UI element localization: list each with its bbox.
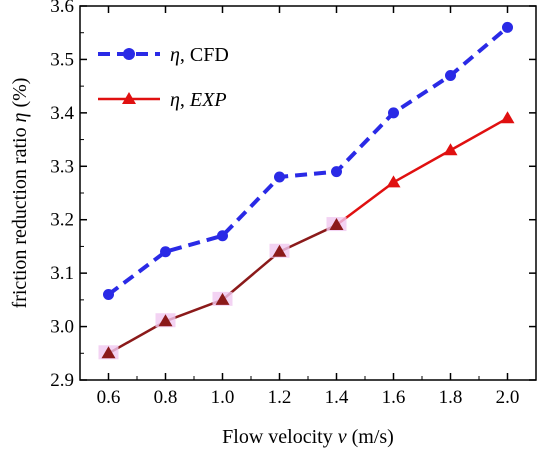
legend: η, CFD η, EXP	[98, 44, 229, 111]
data-point-cfd	[160, 246, 171, 258]
x-tick-label: 1.8	[439, 387, 463, 408]
y-tick-label: 3.3	[50, 156, 74, 177]
x-axis-variable: v	[338, 426, 347, 448]
plot-area: 0.6 0.8 1.0 1.2 1.4 1.6 1.8 2.0 2.9 3.0 3.1 3.2 3.3…	[50, 0, 537, 408]
legend-label-cfd: η, CFD	[170, 44, 229, 66]
y-axis-unit: (%)	[9, 78, 31, 113]
legend-marker-cfd	[123, 48, 135, 60]
series-segment-exp	[221, 250, 281, 301]
data-point-cfd	[331, 166, 342, 178]
legend-tag-cfd: CFD	[190, 44, 229, 66]
y-axis-title-text: friction reduction ratio	[9, 122, 31, 308]
y-axis: 2.9 3.0 3.1 3.2 3.3 3.4 3.5 3.6	[50, 0, 536, 391]
y-tick-label: 3.1	[50, 263, 74, 284]
x-axis-title: Flow velocity v (m/s)	[222, 426, 394, 448]
data-point-exp	[101, 346, 116, 359]
x-tick-label: 1.6	[382, 387, 406, 408]
x-tick-label: 1.2	[268, 387, 292, 408]
data-point-cfd	[103, 289, 114, 301]
y-tick-label: 3.5	[50, 49, 74, 70]
data-point-exp	[215, 292, 230, 305]
y-tick-label: 3.0	[50, 317, 74, 338]
legend-symbol-exp: η	[170, 89, 180, 111]
legend-symbol-cfd: η	[170, 44, 180, 66]
data-point-exp	[158, 314, 173, 327]
data-point-cfd	[502, 21, 513, 33]
legend-label-exp: η, EXP	[170, 89, 227, 111]
series-layer	[98, 21, 515, 360]
series-line-cfd	[107, 25, 509, 297]
x-axis-title-text: Flow velocity	[222, 426, 338, 448]
y-tick-label: 3.4	[50, 103, 74, 124]
data-point-cfd	[217, 230, 228, 242]
legend-entry-exp: η, EXP	[98, 89, 227, 111]
series-segment-exp	[449, 117, 509, 152]
x-tick-label: 1.0	[211, 387, 235, 408]
y-axis-variable: η	[9, 112, 31, 122]
data-point-exp	[329, 218, 344, 231]
data-point-cfd	[388, 107, 399, 119]
data-point-exp	[500, 111, 515, 124]
y-tick-label: 3.6	[50, 0, 74, 17]
y-tick-label: 3.2	[50, 210, 74, 231]
x-tick-label: 0.8	[154, 387, 178, 408]
y-tick-label: 2.9	[50, 370, 74, 391]
legend-separator-exp: ,	[180, 89, 190, 111]
data-point-exp	[443, 143, 458, 156]
series-segment-exp	[392, 149, 452, 184]
x-tick-label: 0.6	[97, 387, 121, 408]
x-axis-unit: (m/s)	[347, 426, 394, 448]
legend-entry-cfd: η, CFD	[98, 44, 229, 66]
data-point-exp	[272, 244, 287, 257]
y-axis-title: friction reduction ratio η (%)	[9, 78, 31, 309]
x-tick-label: 1.4	[325, 387, 349, 408]
x-axis: 0.6 0.8 1.0 1.2 1.4 1.6 1.8 2.0	[79, 6, 537, 408]
data-point-cfd	[274, 171, 285, 183]
data-point-exp	[386, 175, 401, 188]
x-tick-label: 2.0	[496, 387, 520, 408]
legend-separator-cfd: ,	[180, 44, 190, 66]
legend-marker-exp	[122, 92, 136, 104]
data-point-cfd	[445, 69, 456, 81]
legend-tag-exp: EXP	[189, 89, 227, 111]
